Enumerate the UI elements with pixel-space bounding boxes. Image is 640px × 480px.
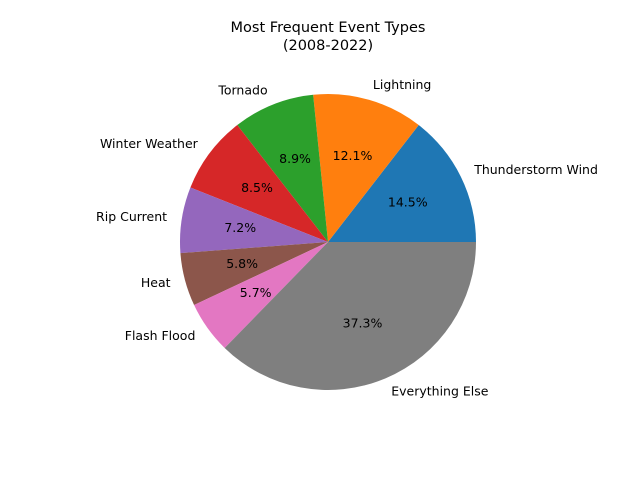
slice-percent-heat: 5.8% [226,256,258,271]
slice-label-lightning: Lightning [373,77,431,92]
chart-subtitle: (2008-2022) [283,38,373,54]
slice-percent-rip-current: 7.2% [224,220,256,235]
slice-label-everything-else: Everything Else [391,384,489,399]
slice-label-rip-current: Rip Current [96,209,167,224]
slice-percent-winter-weather: 8.5% [241,180,273,195]
slice-label-tornado: Tornado [217,82,267,97]
slice-label-heat: Heat [141,275,171,290]
pie-slice-rip-current [180,187,328,254]
pie-slice-thunderstorm-wind [328,125,476,242]
slice-label-flash-flood: Flash Flood [125,328,196,343]
slice-percent-everything-else: 37.3% [343,315,383,330]
slice-percent-flash-flood: 5.7% [240,285,272,300]
pie-slice-tornado [237,94,328,242]
pie-slice-everything-else [224,242,476,390]
pie-slice-flash-flood [194,242,328,348]
slice-percent-thunderstorm-wind: 14.5% [388,194,428,209]
slice-label-winter-weather: Winter Weather [100,136,199,151]
pie-slice-lightning [313,94,419,242]
pie-slice-heat [180,242,328,306]
labels-layer: Thunderstorm Wind 14.5% Lightning 12.1% Torn… [96,77,598,398]
chart-title: Most Frequent Event Types [231,20,426,36]
pie-slice-winter-weather [190,125,328,242]
slice-percent-lightning: 12.1% [333,148,373,163]
slice-label-thunderstorm-wind: Thunderstorm Wind [473,162,598,177]
slice-percent-tornado: 8.9% [279,151,311,166]
slices-layer [180,94,476,390]
